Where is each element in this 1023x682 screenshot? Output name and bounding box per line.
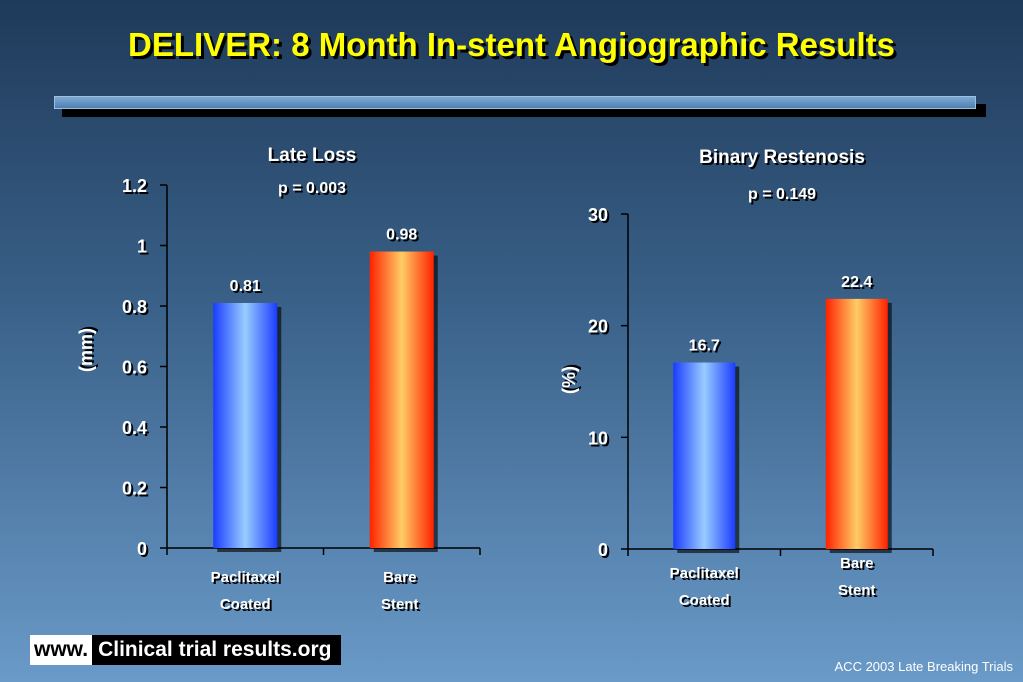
late-loss-y-axis-label-shadow: (mm) (78, 326, 98, 370)
binary-restenosis-title-shadow: Binary Restenosis (701, 149, 867, 170)
late-loss-value-label-shadow: 0.81 (232, 280, 263, 297)
footer-website-banner: www. Clinical trial results.org (30, 635, 342, 665)
title-underline (54, 96, 976, 109)
late-loss-y-tick-label: 0.20.2 (122, 479, 149, 501)
binary-restenosis-p-value-shadow: p = 0.149 (750, 188, 818, 205)
late-loss-y-axis-label: (mm)(mm) (76, 326, 98, 372)
binary-restenosis-y-tick-label-text: 10 (588, 428, 608, 448)
late-loss-y-tick-label: 00 (137, 539, 149, 561)
binary-restenosis-p-value-text: p = 0.149 (748, 186, 816, 203)
late-loss-y-tick-label-text: 0.8 (122, 297, 147, 317)
late-loss-value-label-text: 0.98 (386, 227, 417, 244)
late-loss-y-tick-label: 11 (137, 237, 149, 259)
late-loss-category-label-shadow: Stent (383, 598, 421, 615)
binary-restenosis-category-label-shadow: Coated (681, 594, 732, 611)
late-loss-title-text: Late Loss (268, 145, 357, 166)
late-loss-y-tick-label-text: 1 (137, 237, 147, 257)
footer-www: www. (30, 635, 93, 665)
late-loss-y-tick-label-shadow: 1 (139, 239, 149, 259)
late-loss-value-label: 0.810.81 (230, 278, 263, 297)
binary-restenosis-value-label-shadow: 22.4 (843, 276, 874, 293)
late-loss-category-label-text: Bare (383, 569, 416, 586)
binary-restenosis-category-label-shadow: Paclitaxel (672, 567, 741, 584)
late-loss-y-tick-label-text: 1.2 (122, 176, 147, 196)
binary-restenosis-category-label-text: Paclitaxel (670, 565, 739, 582)
late-loss-p-value-text: p = 0.003 (278, 180, 346, 197)
binary-restenosis-value-label-shadow: 16.7 (691, 340, 722, 357)
footer-site-name: Clinical trial results.org (92, 635, 342, 665)
binary-restenosis-y-tick-label-text: 20 (588, 317, 608, 337)
footer-conference: ACC 2003 Late Breaking Trials (834, 659, 1013, 674)
late-loss-title-shadow: Late Loss (270, 147, 359, 168)
binary-restenosis-y-axis-label-text: (%) (559, 366, 579, 394)
binary-restenosis-y-tick-label-shadow: 10 (590, 430, 610, 450)
slide-title: DELIVER: 8 Month In-stent Angiographic R… (128, 26, 895, 63)
late-loss-category-label-text: Stent (381, 596, 419, 613)
late-loss-y-tick-label-text: 0.4 (122, 418, 147, 438)
late-loss-value-label: 0.980.98 (386, 227, 419, 246)
late-loss-y-tick-label-text: 0.2 (122, 479, 147, 499)
late-loss-y-tick-label-shadow: 0.6 (124, 360, 149, 380)
late-loss-y-tick-label: 0.80.8 (122, 297, 149, 319)
late-loss-y-tick-label: 1.21.2 (122, 176, 149, 198)
late-loss-y-tick-label: 0.40.4 (122, 418, 149, 440)
binary-restenosis-y-tick-label-text: 0 (598, 540, 608, 560)
binary-restenosis-y-tick-label: 00 (598, 540, 610, 562)
binary-restenosis-value-label-text: 22.4 (841, 274, 872, 291)
late-loss-y-tick-label-shadow: 0.8 (124, 299, 149, 319)
binary-restenosis-title-text: Binary Restenosis (699, 147, 865, 168)
late-loss-bar-bare (369, 251, 434, 549)
late-loss-y-tick-label-shadow: 0.2 (124, 481, 149, 501)
binary-restenosis-y-tick-label-shadow: 0 (600, 542, 610, 562)
late-loss-y-axis-label-text: (mm) (76, 328, 96, 372)
late-loss-category-label-shadow: Paclitaxel (213, 571, 282, 588)
late-loss-y-tick-label-text: 0 (137, 539, 147, 559)
late-loss-bar-paclitaxel (213, 302, 278, 548)
late-loss-y-tick-label-text: 0.6 (122, 358, 147, 378)
late-loss-y-tick-label-shadow: 0 (139, 541, 149, 561)
binary-restenosis-category-label-text: Coated (679, 592, 730, 609)
binary-restenosis-category-label-shadow: Stent (840, 584, 878, 601)
binary-restenosis-bar-paclitaxel (673, 362, 736, 549)
binary-restenosis-y-axis-label: (%)(%) (559, 364, 581, 394)
late-loss-category-label-shadow: Bare (385, 571, 418, 588)
late-loss-p-value-shadow: p = 0.003 (280, 182, 348, 199)
late-loss-y-tick-label-shadow: 0.4 (124, 420, 149, 440)
late-loss-category-label-text: Paclitaxel (211, 569, 280, 586)
late-loss-category-label-text: Coated (220, 596, 271, 613)
late-loss-value-label-text: 0.81 (230, 278, 261, 295)
binary-restenosis-category-label-text: Stent (838, 582, 876, 599)
binary-restenosis-bar-bare (825, 298, 888, 549)
binary-restenosis-value-label-text: 16.7 (689, 338, 720, 355)
late-loss-y-tick-label-shadow: 1.2 (124, 178, 149, 198)
binary-restenosis-y-tick-label-shadow: 30 (590, 207, 610, 227)
binary-restenosis-y-tick-label-shadow: 20 (590, 319, 610, 339)
binary-restenosis-value-label: 16.716.7 (689, 338, 722, 357)
binary-restenosis-y-tick-label-text: 30 (588, 205, 608, 225)
binary-restenosis-value-label: 22.422.4 (841, 274, 874, 293)
late-loss-y-tick-label: 0.60.6 (122, 358, 149, 380)
late-loss-value-label-shadow: 0.98 (388, 229, 419, 246)
binary-restenosis-category-label-shadow: Bare (842, 557, 875, 574)
late-loss-category-label-shadow: Coated (222, 598, 273, 615)
binary-restenosis-y-axis-label-shadow: (%) (561, 364, 581, 392)
binary-restenosis-category-label-text: Bare (840, 555, 873, 572)
